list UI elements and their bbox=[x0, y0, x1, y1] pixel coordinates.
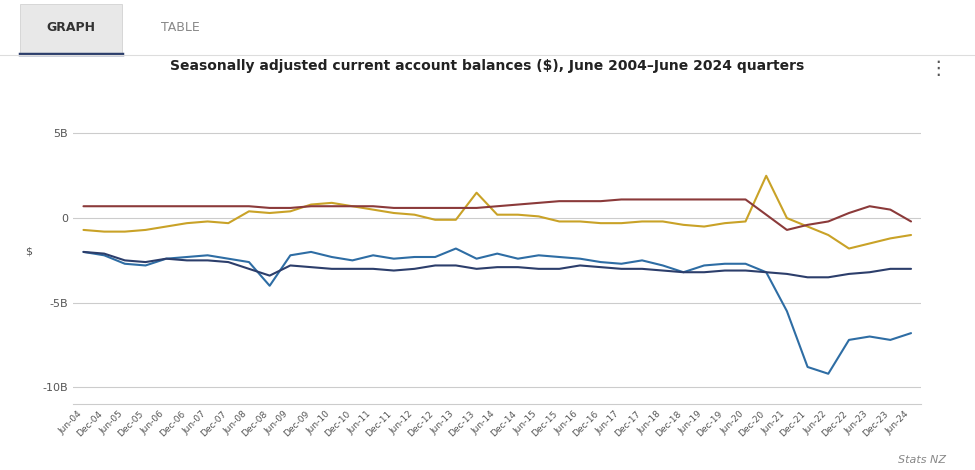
FancyBboxPatch shape bbox=[20, 4, 122, 54]
Text: GRAPH: GRAPH bbox=[47, 21, 96, 33]
Text: TABLE: TABLE bbox=[161, 21, 200, 33]
Y-axis label: $: $ bbox=[25, 246, 32, 256]
Text: ⋮: ⋮ bbox=[928, 59, 948, 78]
Text: Stats NZ: Stats NZ bbox=[898, 455, 946, 465]
Text: Seasonally adjusted current account balances ($), June 2004–June 2024 quarters: Seasonally adjusted current account bala… bbox=[171, 59, 804, 73]
